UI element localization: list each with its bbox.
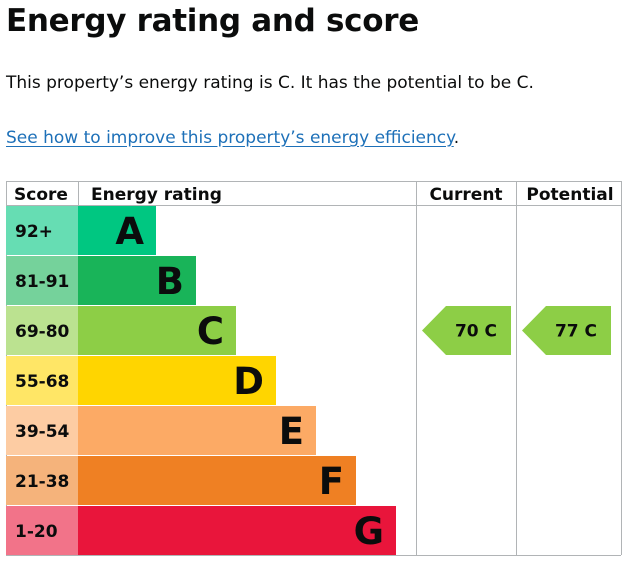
band-b: 81-91 B (6, 256, 196, 305)
band-bar-e (78, 406, 316, 455)
band-letter: E (279, 410, 304, 453)
current-rating-marker: 70 C (422, 306, 511, 355)
band-bar-d (78, 356, 276, 405)
band-bar-b (78, 256, 196, 305)
score-cell-d (6, 356, 78, 405)
band-bar-g (78, 506, 396, 555)
band-letter: G (354, 510, 384, 553)
rating-bands: 92+ A 81-91 B 69-80 C 55-68 D 39-54 E 21-38 F 1-20 G (6, 206, 396, 555)
band-letter: B (156, 260, 184, 303)
band-letter: F (319, 460, 344, 503)
score-range-label: 55-68 (15, 372, 69, 392)
header-potential: Potential (526, 185, 613, 205)
score-range-label: 69-80 (15, 322, 70, 342)
band-e: 39-54 E (6, 406, 316, 455)
band-letter: C (197, 310, 224, 353)
band-d: 55-68 D (6, 356, 276, 405)
score-range-label: 39-54 (15, 422, 70, 442)
link-suffix: . (453, 128, 460, 148)
chart-headers: Score Energy rating Current Potential (14, 185, 614, 205)
current-rating-marker-arrow (422, 306, 511, 355)
score-range-label: 92+ (15, 222, 53, 242)
band-bar-f (78, 456, 356, 505)
score-cell-g (6, 506, 78, 555)
band-letter: A (115, 210, 144, 253)
band-bar-a (78, 206, 156, 255)
potential-rating-marker-label: 77 C (555, 322, 597, 342)
rating-summary: This property’s energy rating is C. It h… (6, 73, 534, 93)
page-title: Energy rating and score (6, 3, 419, 39)
band-a: 92+ A (6, 206, 156, 255)
score-cell-f (6, 456, 78, 505)
improve-link-line: See how to improve this property’s energ… (6, 125, 459, 151)
score-cell-a (6, 206, 78, 255)
score-range-label: 1-20 (15, 522, 58, 542)
header-score: Score (14, 185, 68, 205)
score-cell-c (6, 306, 78, 355)
rating-markers: 70 C 77 C (422, 306, 611, 355)
score-range-label: 21-38 (15, 472, 69, 492)
potential-rating-marker: 77 C (522, 306, 611, 355)
band-f: 21-38 F (6, 456, 356, 505)
improve-efficiency-link[interactable]: See how to improve this property’s energ… (6, 128, 454, 148)
current-rating-marker-label: 70 C (455, 322, 497, 342)
score-cell-e (6, 406, 78, 455)
band-c: 69-80 C (6, 306, 236, 355)
score-cell-b (6, 256, 78, 305)
band-letter: D (233, 360, 264, 403)
header-energy-rating: Energy rating (91, 185, 222, 205)
potential-rating-marker-arrow (522, 306, 611, 355)
header-current: Current (429, 185, 502, 205)
band-bar-c (78, 306, 236, 355)
score-range-label: 81-91 (15, 272, 69, 292)
band-g: 1-20 G (6, 506, 396, 555)
